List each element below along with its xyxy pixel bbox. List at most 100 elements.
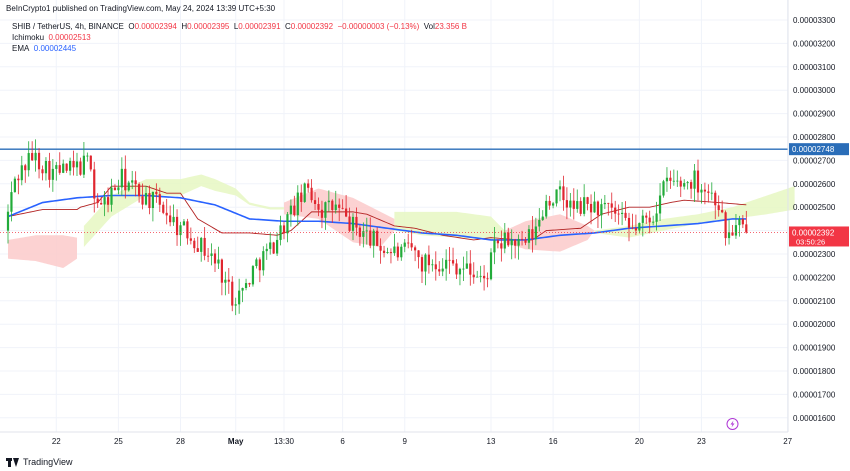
candle-up	[110, 187, 113, 205]
price-tick-label: 0.00002500	[793, 203, 836, 212]
candle-down	[714, 192, 717, 206]
ema-row: EMA 0.00002445	[12, 43, 467, 54]
time-tick-label: 25	[114, 437, 123, 446]
candle-down	[24, 165, 27, 171]
ohlc-row: SHIB / TetherUS, 4h, BINANCE O0.00002394…	[12, 21, 467, 32]
candle-up	[51, 168, 54, 180]
time-tick-label: 22	[52, 437, 61, 446]
candle-down	[438, 269, 441, 272]
candle-down	[72, 160, 75, 168]
change-value: −0.00000003 (−0.13%)	[337, 22, 420, 31]
candle-down	[648, 217, 651, 223]
close-value: 0.00002392	[290, 22, 334, 31]
candle-down	[565, 200, 568, 208]
candle-down	[348, 216, 351, 231]
candle-up	[131, 180, 134, 183]
time-tick-label: 9	[403, 437, 408, 446]
price-tick-label: 0.00001900	[793, 344, 836, 353]
candle-down	[248, 283, 251, 285]
candle-down	[207, 255, 210, 257]
candle-up	[462, 268, 465, 270]
candle-down	[696, 170, 700, 193]
candle-up	[289, 205, 292, 215]
time-tick-label: 6	[340, 437, 345, 446]
candle-down	[272, 242, 275, 254]
candle-down	[382, 250, 386, 253]
candle-up	[103, 197, 106, 205]
candle-down	[186, 221, 189, 239]
candle-down	[355, 216, 358, 228]
candle-up	[672, 180, 675, 182]
candle-down	[158, 194, 161, 205]
candle-down	[48, 160, 51, 180]
low-label: L	[233, 22, 239, 31]
candle-up	[262, 251, 265, 271]
candle-down	[203, 237, 206, 256]
candle-up	[545, 200, 548, 217]
time-tick-label: 13:30	[274, 437, 295, 446]
candle-up	[710, 192, 713, 194]
candle-down	[548, 200, 551, 206]
candle-down	[717, 205, 720, 211]
candle-up	[251, 266, 255, 285]
tradingview-footer[interactable]: TradingView	[6, 457, 73, 467]
ichimoku-label: Ichimoku	[12, 33, 45, 42]
candle-down	[496, 240, 499, 244]
price-tick-label: 0.00001700	[793, 390, 836, 399]
candle-up	[303, 183, 306, 202]
candle-up	[552, 203, 555, 206]
candle-down	[134, 180, 137, 185]
candle-up	[365, 230, 368, 232]
candle-down	[472, 274, 475, 278]
ema-line-path	[7, 194, 747, 241]
candle-up	[465, 263, 468, 269]
candle-up	[400, 246, 403, 258]
candle-up	[244, 283, 248, 288]
candle-up	[372, 230, 375, 246]
candle-up	[324, 202, 327, 218]
candle-down	[614, 207, 617, 214]
candle-up	[638, 222, 641, 231]
candle-up	[393, 246, 396, 254]
candle-up	[144, 193, 148, 205]
candle-down	[331, 200, 334, 211]
candle-up	[34, 152, 37, 161]
candle-down	[483, 275, 486, 279]
candle-up	[458, 268, 462, 275]
time-tick-label: 20	[635, 437, 644, 446]
candle-down	[369, 230, 372, 246]
candle-up	[55, 165, 58, 169]
time-tick-label: May	[228, 437, 244, 446]
candle-up	[621, 212, 624, 214]
candle-up	[217, 259, 220, 264]
candle-up	[200, 237, 203, 252]
candle-down	[317, 204, 320, 210]
price-tick-label: 0.00002000	[793, 320, 836, 329]
flash-bolt-icon	[730, 420, 735, 428]
candle-down	[500, 243, 503, 249]
time-tick-label: 13	[487, 437, 496, 446]
candle-up	[6, 211, 10, 231]
candle-down	[486, 278, 489, 280]
price-tick-label: 0.00002900	[793, 110, 836, 119]
candle-down	[169, 215, 172, 223]
candle-up	[641, 215, 644, 223]
candle-up	[75, 161, 79, 168]
candle-up	[655, 213, 658, 222]
brand-name: TradingView	[23, 457, 73, 467]
candle-down	[634, 227, 637, 231]
candle-up	[558, 186, 562, 190]
candle-down	[138, 184, 141, 197]
candle-up	[489, 252, 493, 280]
candle-down	[627, 217, 631, 228]
candle-down	[213, 253, 217, 264]
candle-up	[269, 242, 272, 249]
candle-down	[141, 196, 144, 205]
candle-down	[358, 227, 361, 237]
candle-up	[503, 232, 506, 249]
candle-down	[434, 264, 437, 270]
candle-up	[603, 202, 606, 205]
candle-down	[669, 177, 672, 181]
time-tick-label: 28	[176, 437, 185, 446]
